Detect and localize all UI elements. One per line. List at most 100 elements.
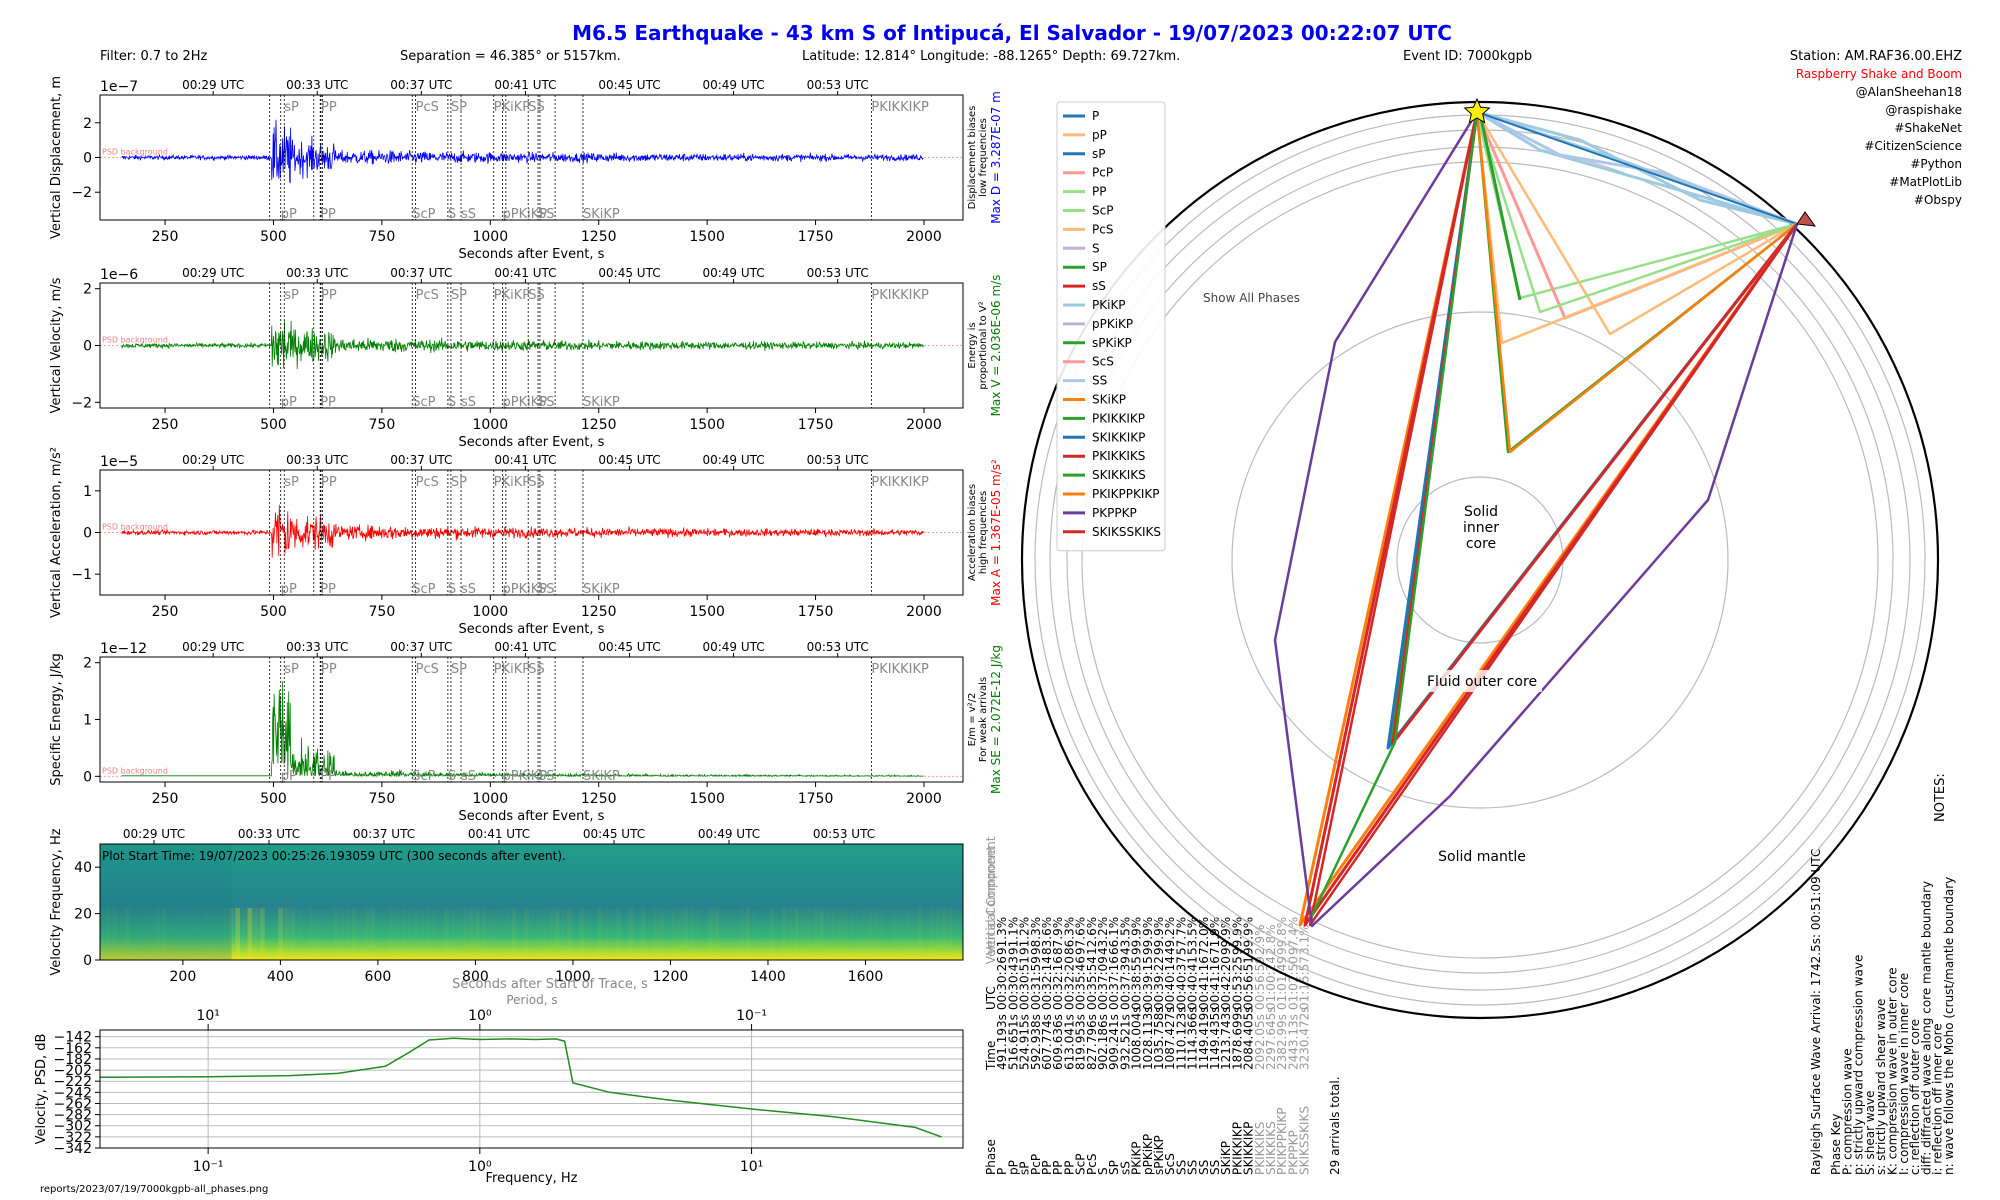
utc-tick-label: 00:29 UTC: [182, 640, 244, 654]
y-multiplier: 1e−7: [100, 79, 138, 95]
spectrogram-energy: [155, 907, 161, 960]
spectrogram-energy: [899, 908, 904, 960]
spectrogram-quiet-zone: [100, 844, 232, 960]
table-cell: 00:40:37: [1174, 956, 1188, 1010]
phase-label: sS: [461, 207, 476, 222]
table-cell: PKIKKIKP: [1230, 1122, 1244, 1175]
spectrogram-energy: [941, 907, 947, 960]
spectrogram-energy: [407, 908, 412, 960]
legend-label: P: [1092, 109, 1099, 123]
legend-label: PcP: [1092, 166, 1113, 180]
spectrogram-energy: [867, 907, 873, 960]
ray-path: [1475, 111, 1798, 454]
spectrogram-energy: [315, 908, 320, 960]
spectrogram-energy: [290, 907, 296, 960]
x-tick-label: 1500: [689, 791, 725, 807]
spectrogram-energy: [573, 908, 578, 960]
spectrogram-energy: [456, 908, 461, 960]
y-axis-label: Vertical Velocity, m/s: [49, 277, 64, 413]
phase-label: PKiKP: [494, 100, 531, 115]
utc-tick-label: 00:45 UTC: [598, 453, 660, 467]
x-tick-label: 250: [152, 229, 179, 245]
x-tick-label: 1500: [689, 229, 725, 245]
utc-tick-label: 00:45 UTC: [598, 640, 660, 654]
x-tick-label: 800: [462, 969, 489, 985]
spectrogram-energy: [272, 908, 277, 960]
earth-surface: [1020, 100, 1940, 1020]
table-cell: PKIKKIKS: [1253, 1122, 1267, 1175]
spectrogram-energy: [536, 908, 541, 960]
utc-tick-label: 00:53 UTC: [807, 78, 869, 92]
y-tick-label: −2: [71, 395, 92, 411]
credit-line: Raspberry Shake and Boom: [1796, 67, 1962, 81]
table-cell: 2092.05s: [1253, 1014, 1267, 1070]
phase-label: SS: [538, 582, 555, 597]
phase-label: SS: [528, 100, 545, 115]
table-cell: 99.9%: [1219, 917, 1233, 955]
table-cell: 43.5%: [1118, 917, 1132, 955]
phase-label: sS: [461, 769, 476, 784]
y-tick-label: −342: [54, 1141, 92, 1157]
phase-label: PKIKKIKP: [871, 288, 929, 303]
utc-tick-label: 00:45 UTC: [598, 266, 660, 280]
phase-label: PcS: [416, 288, 439, 303]
y-tick-label: 0: [83, 526, 92, 542]
phase-label: PP: [321, 288, 337, 303]
spectrogram-energy: [733, 908, 738, 960]
phase-label: sP: [284, 100, 299, 115]
phase-label: S: [448, 582, 456, 597]
utc-tick-label: 00:29 UTC: [182, 78, 244, 92]
spectrogram-energy: [696, 908, 701, 960]
max-label: Max V = 2.036E-06 m/s: [989, 275, 1003, 417]
table-cell: 98.3%: [1029, 917, 1043, 955]
table-cell: 01:02:50: [1286, 956, 1300, 1010]
table-cell: pP: [1006, 1160, 1020, 1175]
x-tick-label: 400: [267, 969, 294, 985]
x-tick-label: 2000: [906, 417, 942, 433]
spectrogram-energy: [929, 907, 935, 960]
utc-tick-label: 00:49 UTC: [702, 453, 764, 467]
x-tick-label: 500: [260, 604, 287, 620]
spectrogram-energy: [745, 907, 751, 960]
utc-tick-label: 00:41 UTC: [494, 78, 556, 92]
table-cell: 1149.435s: [1208, 1006, 1222, 1070]
utc-tick-label: 00:45 UTC: [598, 78, 660, 92]
table-cell: 00:38:55: [1130, 956, 1144, 1010]
phase-label: PP: [321, 662, 337, 677]
utc-tick-label: 00:53 UTC: [807, 640, 869, 654]
phase-label: SS: [528, 662, 545, 677]
phase-label: SKiKP: [583, 582, 620, 597]
y-axis-label: Specific Energy, J/kg: [49, 653, 64, 786]
credit-line: #MatPlotLib: [1889, 175, 1962, 189]
table-cell: 516.651s: [1006, 1014, 1020, 1070]
ray-path: [1298, 111, 1799, 927]
phase-label: SS: [538, 207, 555, 222]
inner-core-label: inner: [1463, 520, 1499, 536]
psd-curve: [99, 1037, 942, 1138]
spectrogram-energy: [652, 907, 658, 960]
spectrogram-energy: [689, 907, 695, 960]
spectrogram-energy: [106, 907, 112, 960]
spectrogram-energy: [757, 908, 762, 960]
y-tick-label: −202: [54, 1063, 92, 1079]
x-tick-label: 1750: [798, 417, 834, 433]
table-cell: 00:40:41: [1186, 956, 1200, 1010]
table-cell: 524.915s: [1018, 1014, 1032, 1070]
y-tick-label: −262: [54, 1096, 92, 1112]
earthquake-star-icon: [1463, 97, 1491, 124]
x-tick-label: 1000: [472, 417, 508, 433]
side-note: proportional to V²: [978, 301, 989, 389]
spectrogram-energy: [781, 907, 787, 960]
utc-tick-label: 00:33 UTC: [286, 266, 348, 280]
x-tick-label: 500: [260, 417, 287, 433]
spectrogram-energy: [345, 907, 351, 960]
spectrogram-side-label: Vertical Component: [984, 846, 998, 965]
table-cell: PP: [1040, 1161, 1054, 1175]
notes-line: i: reflection off inner core: [1931, 1023, 1945, 1175]
ray-path: [1273, 111, 1799, 928]
legend-label: ScS: [1092, 355, 1114, 369]
notes-line: I: compression wave in inner core: [1897, 973, 1911, 1175]
phase-label: pPKiKP: [502, 582, 547, 597]
